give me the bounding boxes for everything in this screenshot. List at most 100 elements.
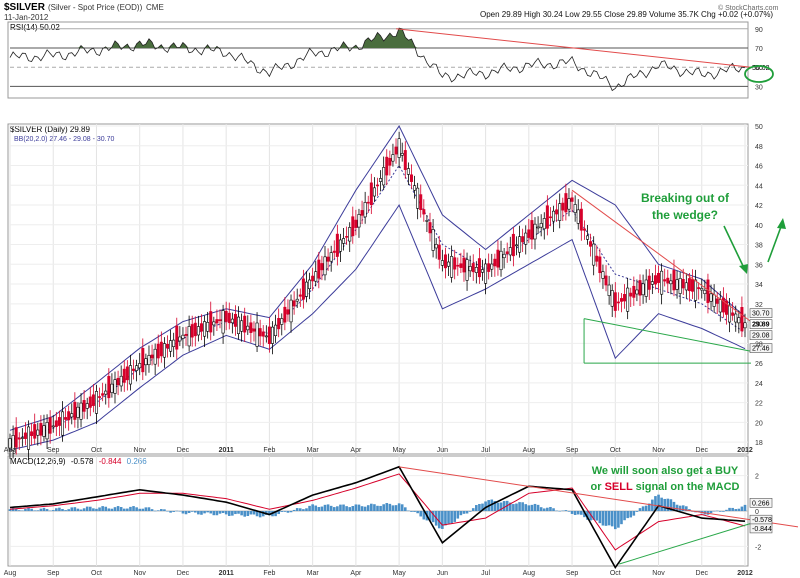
macd-histogram-bar [122,508,126,511]
symbol-description: (Silver - Spot Price (EOD)) [48,3,143,12]
macd-y-tick-label: -2 [755,544,761,551]
price-candle-body [440,260,444,266]
price-candle-body [107,376,111,399]
price-candle-body [422,209,426,215]
price-candle-body [199,323,203,332]
macd-histogram-bar [660,497,663,511]
price-candle-body [539,223,543,228]
macd-histogram-bar [524,504,528,511]
price-candle-body [73,401,77,420]
macd-histogram-bar [314,505,318,511]
macd-badge-text: -0.844 [752,526,772,533]
macd-histogram-bar [351,505,355,511]
macd-histogram-bar [193,511,197,513]
price-candle-body [521,236,525,243]
macd-annotation-line1: We will soon also get a BUY [592,465,739,477]
price-candle-body [227,312,231,323]
macd-x-tick-label: Aug [523,570,536,577]
macd-histogram-bar [286,511,290,513]
price-candle-body [465,259,469,281]
price-candle-body [731,312,735,316]
macd-histogram-bar [512,504,515,511]
macd-histogram-bar [209,511,213,514]
price-candle-body [576,209,580,224]
price-y-tick-label: 26 [755,361,763,368]
price-x-tick-label: Oct [91,447,102,454]
macd-histogram-bar [261,511,265,517]
price-candle-body [45,422,49,440]
macd-histogram-bar [459,511,463,516]
price-candle-body [721,297,725,313]
price-candle-body [193,322,197,337]
macd-histogram-bar [564,510,568,511]
macd-histogram-bar [363,506,367,511]
price-y-tick-label: 28 [755,341,763,348]
macd-histogram-bar [126,508,129,511]
price-candle-body [558,203,562,221]
macd-histogram-bar [64,510,67,511]
price-candle-body [169,340,173,352]
macd-histogram-bar [379,505,382,511]
price-y-tick-label: 46 [755,164,763,171]
price-y-tick-label: 30 [755,322,763,329]
price-y-tick-label: 18 [755,440,763,447]
price-candle-body [573,204,577,213]
macd-histogram-bar [678,505,682,511]
price-candle-body [70,413,74,418]
price-candle-body [224,310,228,322]
price-candle-body [391,154,395,162]
macd-histogram-bar [190,511,194,512]
macd-histogram-bar [184,511,188,515]
price-candle-body [175,325,179,350]
axis-layer: Aug Aug Sep Sep Oct Oct Nov Nov Dec Dec 2011 2011 Fe… [4,27,763,577]
macd-histogram-bar [422,511,426,520]
macd-histogram-bar [685,506,688,511]
macd-signal-line [9,473,746,551]
macd-support-trendline [619,522,752,565]
price-candle-body [715,298,719,304]
macd-histogram-bar [317,507,321,511]
macd-histogram-bar [740,506,744,511]
macd-histogram-bar [132,506,135,511]
price-candle-body [579,208,583,231]
macd-histogram-bar [536,504,540,511]
price-badge-box [749,330,773,340]
macd-histogram-bar [268,511,271,516]
price-candle-body [678,278,682,294]
macd-histogram-bar [187,511,191,514]
macd-histogram-bar [305,508,308,511]
macd-histogram-bar [567,511,571,512]
price-candle-body [425,220,429,222]
macd-histogram-bar [629,511,633,518]
price-candle-body [477,258,481,278]
macd-histogram-bar [138,508,142,511]
price-candle-body [209,311,213,333]
quote-line: Open 29.89 High 30.24 Low 29.55 Close 29… [480,10,773,19]
macd-histogram-bar [45,509,49,511]
macd-histogram-bar [197,511,200,515]
price-candle-body [237,316,241,334]
price-candle-body [536,226,540,229]
macd-histogram-bar [298,508,302,511]
macd-histogram-bar [388,503,392,511]
macd-histogram-bar [626,511,629,519]
price-candle-body [672,270,676,291]
macd-x-tick-label: Mar [307,570,320,577]
price-candle-body [304,281,308,297]
price-candle-body [76,406,80,418]
price-candle-body [132,368,136,371]
price-candle-body [582,228,586,231]
macd-histogram-bar [589,511,592,521]
price-x-tick-label: Aug [4,447,17,454]
macd-histogram-bar [595,511,599,521]
macd-histogram-bar [178,511,182,512]
price-candle-body [332,250,336,253]
price-candle-body [660,270,664,295]
macd-histogram-bar [147,507,151,511]
macd-histogram-bar [332,507,336,511]
price-candle-body [601,271,605,279]
price-candle-body [17,437,21,440]
macd-histogram-bar [326,504,330,511]
macd-histogram-bar [119,507,123,511]
macd-x-tick-label: Feb [263,570,275,577]
